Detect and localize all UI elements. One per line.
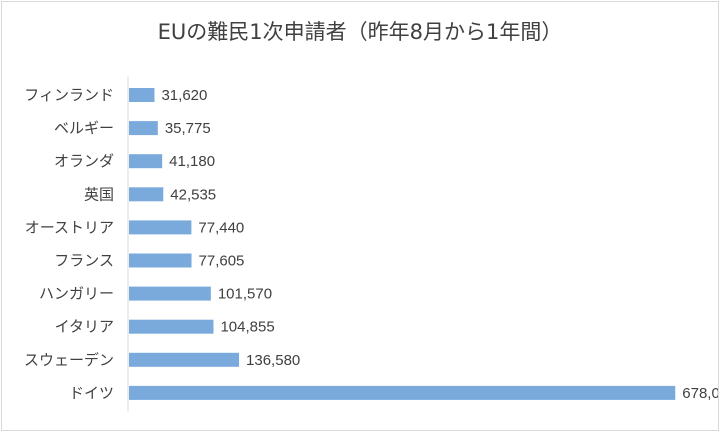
category-label: オーストリア <box>25 218 114 236</box>
category-label: ベルギー <box>54 119 114 137</box>
data-label: 77,605 <box>199 253 245 270</box>
data-label: 31,620 <box>161 87 207 104</box>
bar <box>129 187 164 202</box>
data-label: 101,570 <box>218 286 272 303</box>
bar <box>129 253 192 268</box>
category-label: 英国 <box>84 185 114 203</box>
data-label: 42,535 <box>170 186 216 203</box>
bar <box>129 286 211 301</box>
bar <box>129 154 163 169</box>
category-label: ハンガリー <box>39 285 114 303</box>
bar <box>129 319 214 334</box>
category-label: スウェーデン <box>24 351 114 369</box>
data-label: 136,580 <box>246 352 300 369</box>
bar <box>129 88 155 102</box>
chart-title: EUの難民1次申請者（昨年8月から1年間） <box>157 20 563 44</box>
category-label: フランス <box>54 252 114 270</box>
bar <box>129 352 240 367</box>
category-label: ドイツ <box>69 384 114 402</box>
data-label: 35,775 <box>165 120 211 137</box>
bar <box>129 121 158 136</box>
data-label: 77,440 <box>198 219 244 236</box>
category-label: イタリア <box>55 318 114 336</box>
category-label: オランダ <box>54 152 114 170</box>
bar <box>129 385 676 400</box>
data-label: 678,005 <box>682 385 718 402</box>
category-label: フィンランド <box>24 86 114 104</box>
bar <box>129 220 192 235</box>
data-label: 41,180 <box>169 153 215 170</box>
data-label: 104,855 <box>220 319 274 336</box>
